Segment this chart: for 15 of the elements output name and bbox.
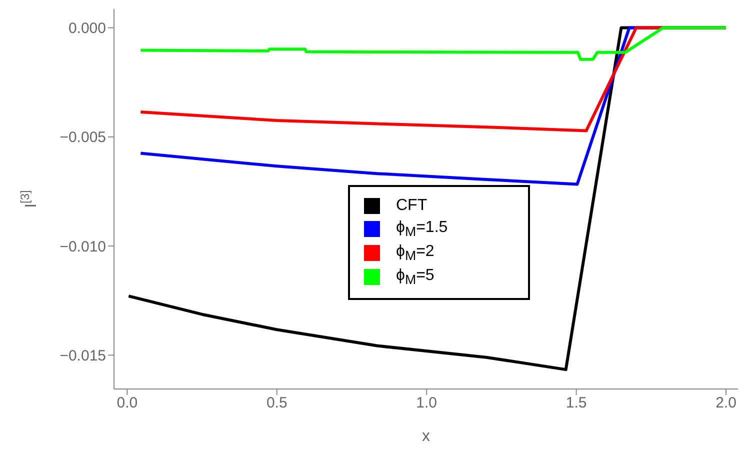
y-tick-label: 0.000 <box>68 20 106 38</box>
legend-label: ϕ$_{M}$=2 <box>396 243 434 264</box>
x-tick-label: 1.5 <box>566 394 587 412</box>
y-tick-label: −0.015 <box>60 347 106 364</box>
x-tick-label: 0.5 <box>266 394 288 412</box>
x-tick-label: 2.0 <box>716 394 736 412</box>
x-tick-label: 1.0 <box>416 394 438 412</box>
legend-label: CFT <box>396 197 428 215</box>
x-tick-label: 0.0 <box>116 394 138 412</box>
line-series <box>139 26 728 61</box>
y-tick-label: −0.005 <box>60 129 106 146</box>
y-tick-label: −0.010 <box>60 238 106 256</box>
legend-label: ϕ$_{M}$=1.5 <box>396 219 448 240</box>
x-axis-title: x <box>422 428 430 445</box>
legend-label: ϕ$_{M}$=5 <box>396 267 434 288</box>
